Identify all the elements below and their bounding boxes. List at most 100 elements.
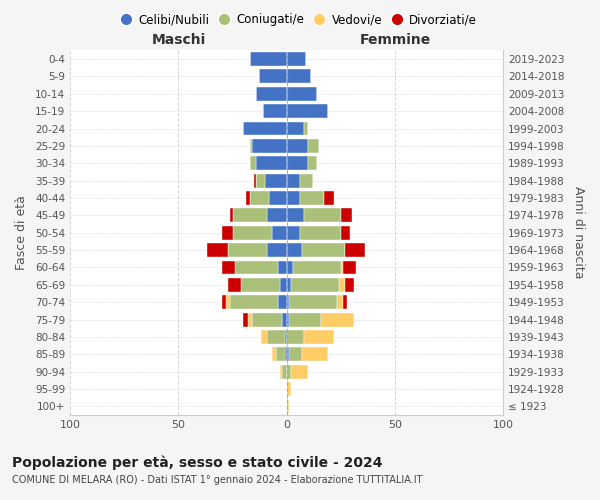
Bar [287,156,308,170]
Bar [304,122,308,136]
Bar [248,312,252,326]
Bar [287,87,317,101]
Bar [300,174,313,188]
Bar [226,296,230,309]
Bar [287,260,293,274]
Bar [339,278,345,292]
Bar [250,191,269,205]
Bar [272,226,287,239]
Bar [287,191,300,205]
Bar [235,260,278,274]
Bar [206,243,228,257]
Bar [254,174,256,188]
Bar [322,312,354,326]
Bar [287,365,291,378]
Bar [287,278,291,292]
Bar [233,208,267,222]
Bar [323,191,334,205]
Bar [284,348,287,362]
Bar [300,226,341,239]
Bar [300,191,323,205]
Bar [308,139,319,153]
Bar [287,296,289,309]
Bar [287,348,289,362]
Bar [341,260,343,274]
Bar [259,70,287,84]
Bar [343,260,356,274]
Bar [228,243,267,257]
Bar [267,330,284,344]
Bar [269,191,287,205]
Bar [252,312,283,326]
Bar [287,139,308,153]
Y-axis label: Fasce di età: Fasce di età [15,196,28,270]
Bar [272,348,276,362]
Bar [287,382,291,396]
Bar [278,260,287,274]
Bar [263,104,287,118]
Bar [341,208,352,222]
Bar [252,139,287,153]
Bar [230,296,278,309]
Y-axis label: Anni di nascita: Anni di nascita [572,186,585,279]
Bar [276,348,284,362]
Bar [250,139,252,153]
Bar [304,208,341,222]
Bar [230,208,233,222]
Bar [283,365,287,378]
Bar [341,226,350,239]
Bar [343,296,347,309]
Bar [287,122,304,136]
Bar [267,208,287,222]
Legend: Celibi/Nubili, Coniugati/e, Vedovi/e, Divorziati/e: Celibi/Nubili, Coniugati/e, Vedovi/e, Di… [123,14,477,26]
Text: Femmine: Femmine [359,32,431,46]
Bar [250,52,287,66]
Text: COMUNE DI MELARA (RO) - Dati ISTAT 1° gennaio 2024 - Elaborazione TUTTITALIA.IT: COMUNE DI MELARA (RO) - Dati ISTAT 1° ge… [12,475,422,485]
Bar [233,226,272,239]
Bar [302,348,328,362]
Bar [222,296,226,309]
Bar [228,278,241,292]
Bar [287,174,300,188]
Bar [222,226,233,239]
Bar [291,278,339,292]
Bar [287,226,300,239]
Bar [287,52,306,66]
Bar [283,312,287,326]
Bar [345,243,365,257]
Bar [256,174,265,188]
Bar [293,260,341,274]
Bar [261,330,267,344]
Bar [267,243,287,257]
Bar [287,104,328,118]
Bar [287,400,289,413]
Bar [256,156,287,170]
Bar [337,296,343,309]
Bar [289,348,302,362]
Bar [284,330,287,344]
Bar [245,191,250,205]
Bar [287,208,304,222]
Text: Maschi: Maschi [151,32,206,46]
Bar [278,296,287,309]
Bar [265,174,287,188]
Bar [289,312,322,326]
Bar [280,278,287,292]
Bar [308,156,317,170]
Bar [256,87,287,101]
Bar [291,365,308,378]
Bar [280,365,283,378]
Text: Popolazione per età, sesso e stato civile - 2024: Popolazione per età, sesso e stato civil… [12,455,383,469]
Bar [287,70,311,84]
Bar [287,330,304,344]
Bar [222,260,235,274]
Bar [244,122,287,136]
Bar [304,330,334,344]
Bar [289,296,337,309]
Bar [302,243,345,257]
Bar [345,278,354,292]
Bar [287,243,302,257]
Bar [287,312,289,326]
Bar [241,278,280,292]
Bar [244,312,248,326]
